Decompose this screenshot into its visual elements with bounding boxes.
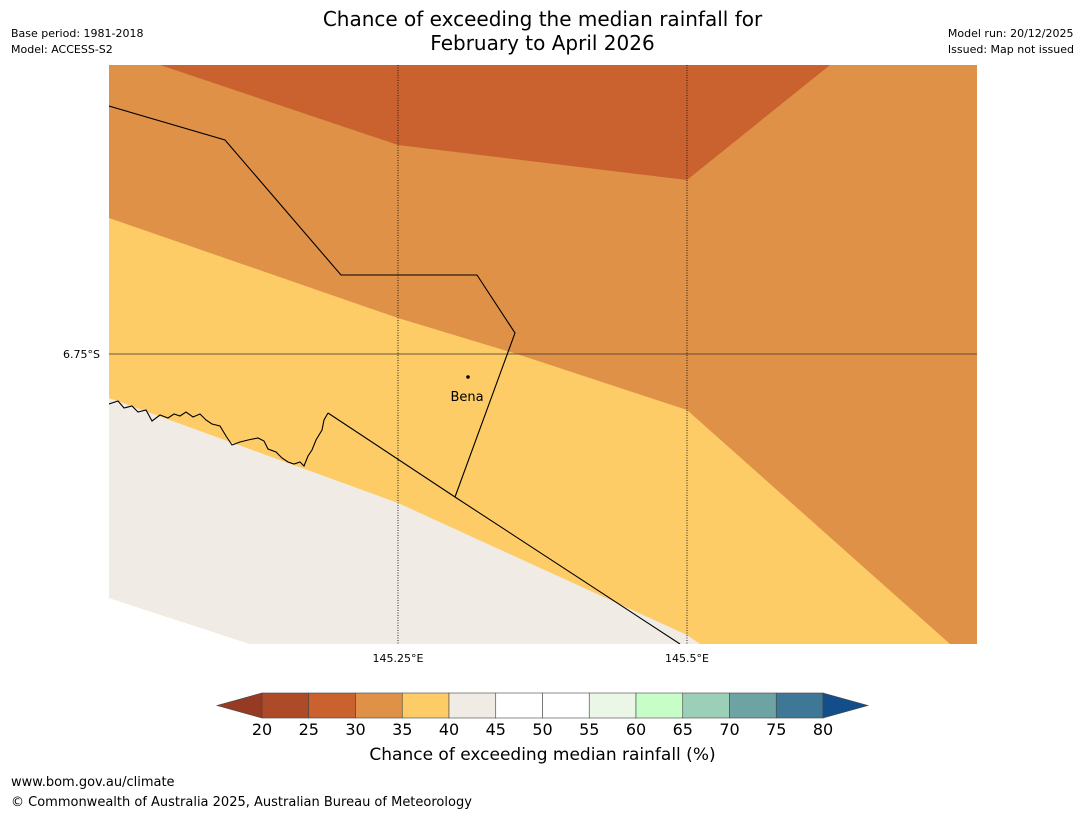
colorbar-cell bbox=[542, 692, 590, 719]
colorbar-cell bbox=[729, 692, 777, 719]
colorbar-tick-label: 75 bbox=[766, 720, 786, 739]
province-boundary-south bbox=[327, 412, 681, 644]
colorbar-cell bbox=[401, 692, 450, 719]
no-data-area bbox=[109, 598, 250, 644]
colorbar-tick-label: 30 bbox=[345, 720, 365, 739]
place-label: Bena bbox=[450, 390, 483, 405]
meta-right: Model run: 20/12/2025 Issued: Map not is… bbox=[948, 26, 1074, 58]
colorbar-cell bbox=[682, 692, 730, 719]
footer-copyright: © Commonwealth of Australia 2025, Austra… bbox=[11, 795, 472, 810]
model-name: Model: ACCESS-S2 bbox=[11, 43, 113, 56]
colorbar-tick-label: 80 bbox=[813, 720, 833, 739]
colorbar: 20 25 30 35 40 45 50 55 60 65 70 75 80 bbox=[215, 692, 870, 739]
base-period: Base period: 1981-2018 bbox=[11, 27, 144, 40]
colorbar-cell bbox=[775, 692, 824, 719]
lat-label: 6.75°S bbox=[63, 348, 100, 361]
colorbar-tick-label: 45 bbox=[486, 720, 506, 739]
colorbar-tick-label: 55 bbox=[579, 720, 599, 739]
colorbar-cell bbox=[448, 692, 497, 719]
bena-marker bbox=[466, 375, 470, 379]
footer-url: www.bom.gov.au/climate bbox=[11, 775, 175, 790]
coastline bbox=[109, 400, 329, 467]
colorbar-over-arrow bbox=[822, 692, 870, 719]
colorbar-tick-label: 20 bbox=[252, 720, 272, 739]
colorbar-tick-label: 65 bbox=[673, 720, 693, 739]
band-40-45 bbox=[109, 398, 700, 644]
colorbar-tick-label: 60 bbox=[626, 720, 646, 739]
lon-label-2: 145.5°E bbox=[665, 652, 709, 665]
colorbar-cell bbox=[635, 692, 684, 719]
colorbar-tick-label: 25 bbox=[299, 720, 319, 739]
colorbar-tick-label: 35 bbox=[392, 720, 412, 739]
colorbar-cell bbox=[355, 692, 403, 719]
colorbar-tick-label: 50 bbox=[532, 720, 552, 739]
colorbar-title: Chance of exceeding median rainfall (%) bbox=[369, 745, 716, 765]
meta-left: Base period: 1981-2018 Model: ACCESS-S2 bbox=[11, 26, 143, 58]
issued-status: Issued: Map not issued bbox=[947, 43, 1074, 56]
colorbar-cell bbox=[261, 692, 310, 719]
band-25-30 bbox=[160, 65, 830, 180]
title-line-1: Chance of exceeding the median rainfall … bbox=[322, 7, 763, 31]
title-line-2: February to April 2026 bbox=[430, 31, 655, 55]
lon-label-1: 145.25°E bbox=[373, 652, 424, 665]
colorbar-cell bbox=[588, 692, 637, 719]
colorbar-tick-label: 40 bbox=[439, 720, 459, 739]
province-boundary-north bbox=[109, 105, 516, 498]
map-title: Chance of exceeding the median rainfall … bbox=[0, 7, 1085, 55]
colorbar-cell bbox=[308, 692, 356, 719]
colorbar-tick-label: 70 bbox=[719, 720, 739, 739]
model-run: Model run: 20/12/2025 bbox=[947, 27, 1074, 40]
colorbar-under-arrow bbox=[215, 692, 263, 719]
rainfall-map: Bena 6.75°S 145.25°E 145.5°E bbox=[63, 65, 977, 665]
colorbar-cell bbox=[495, 692, 543, 719]
